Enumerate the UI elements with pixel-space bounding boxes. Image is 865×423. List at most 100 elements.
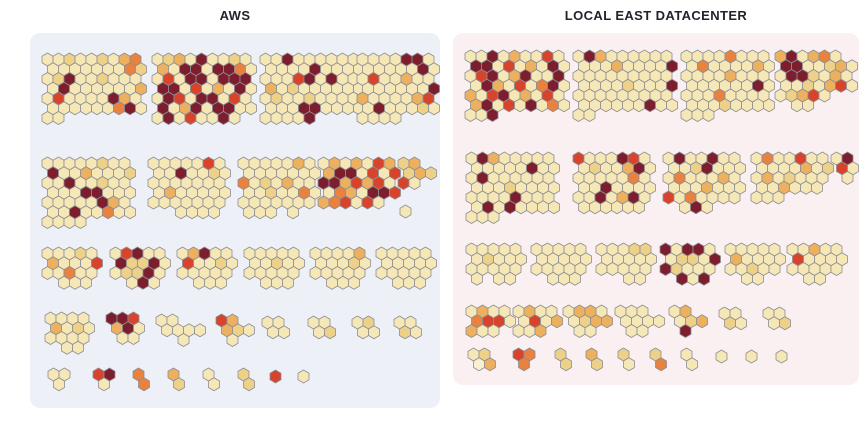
hex-cell[interactable]: [536, 98, 548, 113]
hex-cell[interactable]: [701, 200, 713, 215]
hex-cell[interactable]: [772, 190, 785, 205]
hex-cell[interactable]: [80, 101, 92, 116]
hex-cell[interactable]: [761, 190, 774, 205]
hex-cell[interactable]: [397, 176, 410, 190]
hex-cell[interactable]: [228, 111, 241, 125]
hex-cell[interactable]: [161, 323, 173, 338]
hex-cell[interactable]: [802, 98, 814, 113]
hex-cell[interactable]: [752, 98, 764, 113]
hex-cell[interactable]: [600, 200, 612, 215]
hex-cell[interactable]: [774, 88, 787, 103]
hex-cell[interactable]: [476, 324, 489, 338]
hex-cell[interactable]: [259, 111, 272, 125]
hex-cell[interactable]: [644, 98, 656, 113]
hex-cell[interactable]: [357, 325, 369, 340]
hex-cell[interactable]: [138, 377, 150, 392]
hex-cell[interactable]: [375, 266, 388, 280]
hex-cell[interactable]: [687, 271, 699, 286]
hex-cell[interactable]: [173, 377, 185, 392]
hex-cell[interactable]: [177, 333, 190, 347]
hex-cell[interactable]: [572, 108, 585, 122]
hex-cell[interactable]: [158, 195, 171, 210]
hex-cell[interactable]: [690, 200, 702, 215]
hex-cell[interactable]: [584, 324, 597, 338]
hex-cell[interactable]: [633, 98, 645, 113]
hex-cell[interactable]: [636, 324, 649, 338]
hex-cell[interactable]: [591, 357, 603, 372]
hex-cell[interactable]: [768, 262, 781, 276]
hex-cell[interactable]: [243, 205, 255, 220]
hex-cell[interactable]: [245, 101, 257, 116]
hex-cell[interactable]: [551, 314, 563, 329]
hex-cell[interactable]: [281, 111, 294, 125]
hex-cell[interactable]: [633, 200, 645, 215]
hex-cell[interactable]: [676, 271, 688, 286]
hex-cell[interactable]: [846, 78, 858, 93]
hex-cell[interactable]: [752, 271, 764, 286]
hex-cell[interactable]: [428, 101, 440, 116]
hex-cell[interactable]: [124, 205, 136, 220]
hex-cell[interactable]: [102, 101, 114, 116]
hex-cell[interactable]: [348, 275, 360, 290]
hex-cell[interactable]: [378, 111, 391, 125]
hex-cell[interactable]: [41, 215, 54, 229]
hex-cell[interactable]: [476, 210, 489, 224]
hex-cell[interactable]: [243, 377, 255, 392]
hex-cell[interactable]: [186, 205, 198, 220]
hex-cell[interactable]: [41, 266, 54, 280]
hex-cell[interactable]: [361, 195, 374, 210]
hex-cell[interactable]: [267, 325, 279, 340]
hex-cell[interactable]: [176, 266, 189, 280]
hex-cell[interactable]: [622, 200, 634, 215]
hex-cell[interactable]: [484, 357, 496, 372]
hex-cell[interactable]: [779, 316, 791, 331]
hex-cell[interactable]: [265, 205, 277, 220]
hex-cell[interactable]: [147, 195, 160, 210]
hex-cell[interactable]: [471, 271, 483, 286]
hex-cell[interactable]: [194, 323, 206, 338]
hex-cell[interactable]: [297, 369, 310, 384]
hex-cell[interactable]: [741, 98, 753, 113]
hex-cell[interactable]: [408, 176, 421, 190]
hex-cell[interactable]: [653, 314, 665, 329]
hex-cell[interactable]: [534, 324, 547, 338]
hex-cell[interactable]: [841, 171, 854, 185]
hex-cell[interactable]: [403, 275, 415, 290]
hex-cell[interactable]: [91, 205, 103, 220]
hex-cell[interactable]: [548, 200, 560, 215]
hex-cell[interactable]: [303, 111, 316, 125]
hex-cell[interactable]: [504, 314, 516, 329]
hex-cell[interactable]: [525, 98, 537, 113]
hex-cell[interactable]: [686, 357, 698, 372]
hex-cell[interactable]: [208, 377, 220, 392]
hex-cell[interactable]: [830, 262, 843, 276]
hex-cell[interactable]: [578, 200, 590, 215]
hex-cell[interactable]: [389, 111, 402, 125]
hex-cell[interactable]: [126, 275, 138, 290]
hex-cell[interactable]: [215, 275, 227, 290]
hex-cell[interactable]: [44, 331, 57, 345]
hex-cell[interactable]: [679, 200, 691, 215]
hex-cell[interactable]: [724, 262, 737, 276]
hex-cell[interactable]: [465, 324, 478, 338]
hex-cell[interactable]: [372, 195, 385, 210]
hex-cell[interactable]: [493, 271, 505, 286]
hex-cell[interactable]: [789, 180, 801, 195]
hex-cell[interactable]: [589, 200, 601, 215]
hex-cell[interactable]: [197, 205, 209, 220]
hex-cell[interactable]: [717, 190, 730, 205]
hex-cell[interactable]: [425, 166, 437, 181]
hex-cell[interactable]: [473, 357, 485, 372]
hex-cell[interactable]: [625, 324, 638, 338]
hex-cell[interactable]: [63, 215, 76, 229]
hex-cell[interactable]: [679, 324, 692, 338]
hex-cell[interactable]: [537, 200, 549, 215]
hex-cell[interactable]: [803, 271, 815, 286]
hex-cell[interactable]: [69, 101, 81, 116]
hex-cell[interactable]: [52, 215, 65, 229]
hex-cell[interactable]: [486, 108, 499, 122]
hex-cell[interactable]: [116, 331, 129, 345]
hex-cell[interactable]: [666, 98, 678, 113]
hex-cell[interactable]: [254, 205, 266, 220]
hex-cell[interactable]: [512, 324, 525, 338]
